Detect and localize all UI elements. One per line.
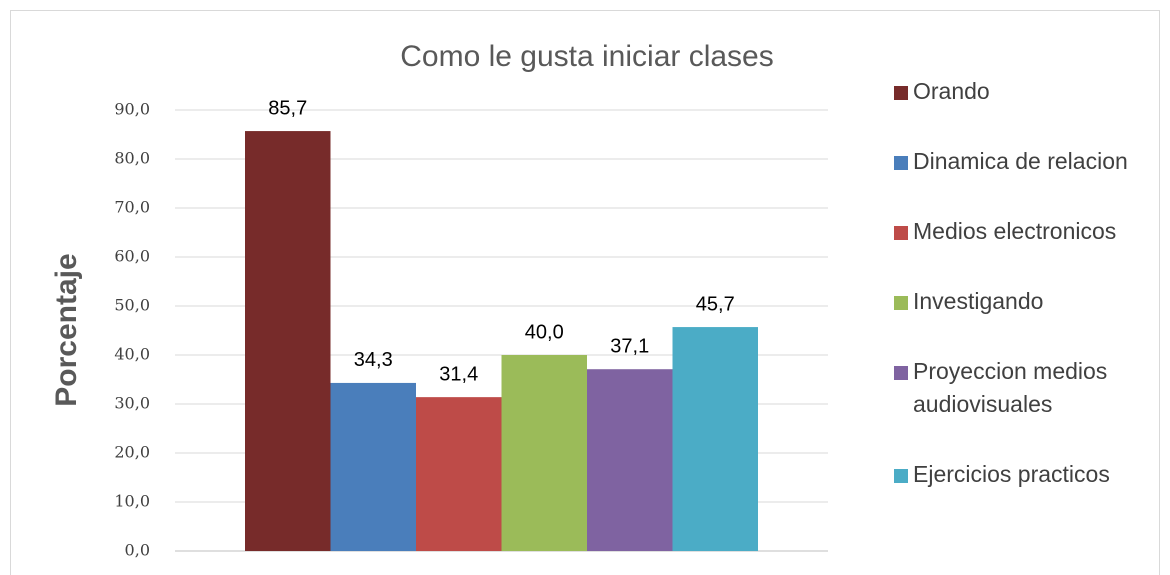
y-tick-label: 80,0 <box>114 149 150 168</box>
y-tick-label: 30,0 <box>114 394 150 413</box>
y-tick-label: 60,0 <box>114 247 150 266</box>
data-label: 85,7 <box>268 97 307 119</box>
bar <box>672 327 758 551</box>
legend-swatch <box>894 366 908 380</box>
y-tick-label: 50,0 <box>114 296 150 315</box>
legend-label: Dinamica de relacion <box>913 148 1128 174</box>
bar <box>416 397 502 551</box>
legend-label: Proyeccion medios audiovisuales <box>913 358 1107 417</box>
y-tick-label: 10,0 <box>114 492 150 511</box>
legend-label: Medios electronicos <box>913 218 1116 244</box>
y-axis-label: Porcentaje <box>50 253 83 406</box>
legend-label: Orando <box>913 78 990 104</box>
y-tick-label: 90,0 <box>114 100 150 119</box>
data-label: 34,3 <box>354 349 393 371</box>
bar <box>330 382 416 551</box>
data-label: 45,7 <box>696 293 735 315</box>
bar <box>501 355 587 551</box>
legend-swatch <box>894 469 908 483</box>
legend-swatch <box>894 86 908 100</box>
chart-title: Como le gusta iniciar clases <box>400 40 774 73</box>
legend-swatch <box>894 296 908 310</box>
legend-label: Investigando <box>913 288 1043 314</box>
data-label: 37,1 <box>610 335 649 357</box>
legend-swatch <box>894 226 908 240</box>
y-tick-label: 70,0 <box>114 198 150 217</box>
legend-swatch <box>894 156 908 170</box>
data-label: 40,0 <box>525 321 564 343</box>
bar <box>587 369 673 551</box>
y-tick-label: 0,0 <box>125 541 150 560</box>
y-tick-label: 20,0 <box>114 443 150 462</box>
data-label: 31,4 <box>439 363 478 385</box>
legend-label: Ejercicios practicos <box>913 461 1110 487</box>
bar <box>245 131 331 551</box>
y-tick-label: 40,0 <box>114 345 150 364</box>
